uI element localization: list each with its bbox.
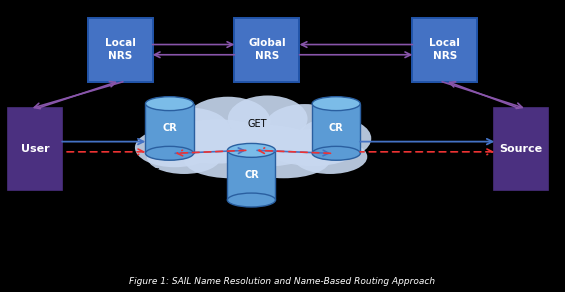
FancyBboxPatch shape bbox=[88, 18, 153, 82]
Text: Global
NRS: Global NRS bbox=[248, 39, 286, 61]
Ellipse shape bbox=[184, 142, 277, 178]
Bar bbox=[146, 104, 193, 153]
Text: CR: CR bbox=[162, 124, 177, 133]
FancyBboxPatch shape bbox=[494, 108, 548, 190]
Text: Source: Source bbox=[499, 144, 543, 154]
Text: A OBJECT: A OBJECT bbox=[118, 168, 159, 177]
Ellipse shape bbox=[266, 129, 359, 166]
Ellipse shape bbox=[293, 140, 367, 174]
Ellipse shape bbox=[265, 104, 345, 148]
Text: DATA OBJE: DATA OBJE bbox=[373, 168, 420, 177]
Bar bbox=[227, 150, 276, 200]
Ellipse shape bbox=[228, 95, 307, 142]
Text: CR: CR bbox=[329, 124, 344, 133]
Ellipse shape bbox=[312, 146, 360, 160]
Text: User: User bbox=[21, 144, 50, 154]
Bar bbox=[312, 104, 360, 153]
Ellipse shape bbox=[227, 143, 276, 157]
Text: GE: GE bbox=[427, 125, 440, 135]
Ellipse shape bbox=[312, 97, 360, 111]
Ellipse shape bbox=[237, 142, 330, 178]
FancyBboxPatch shape bbox=[412, 18, 477, 82]
Ellipse shape bbox=[208, 125, 319, 167]
Ellipse shape bbox=[162, 119, 273, 164]
FancyBboxPatch shape bbox=[8, 108, 62, 190]
Ellipse shape bbox=[227, 193, 276, 207]
Ellipse shape bbox=[135, 128, 215, 167]
Ellipse shape bbox=[297, 118, 371, 159]
Ellipse shape bbox=[151, 108, 231, 154]
Text: Local
NRS: Local NRS bbox=[429, 39, 460, 61]
Ellipse shape bbox=[146, 97, 193, 111]
Ellipse shape bbox=[146, 146, 193, 160]
FancyBboxPatch shape bbox=[234, 18, 299, 82]
Text: CR: CR bbox=[244, 170, 259, 180]
Ellipse shape bbox=[147, 140, 221, 174]
Text: Local
NRS: Local NRS bbox=[105, 39, 136, 61]
Ellipse shape bbox=[185, 97, 270, 146]
Text: GET: GET bbox=[247, 119, 267, 129]
Text: Figure 1: SAIL Name Resolution and Name-Based Routing Approach: Figure 1: SAIL Name Resolution and Name-… bbox=[129, 277, 436, 286]
